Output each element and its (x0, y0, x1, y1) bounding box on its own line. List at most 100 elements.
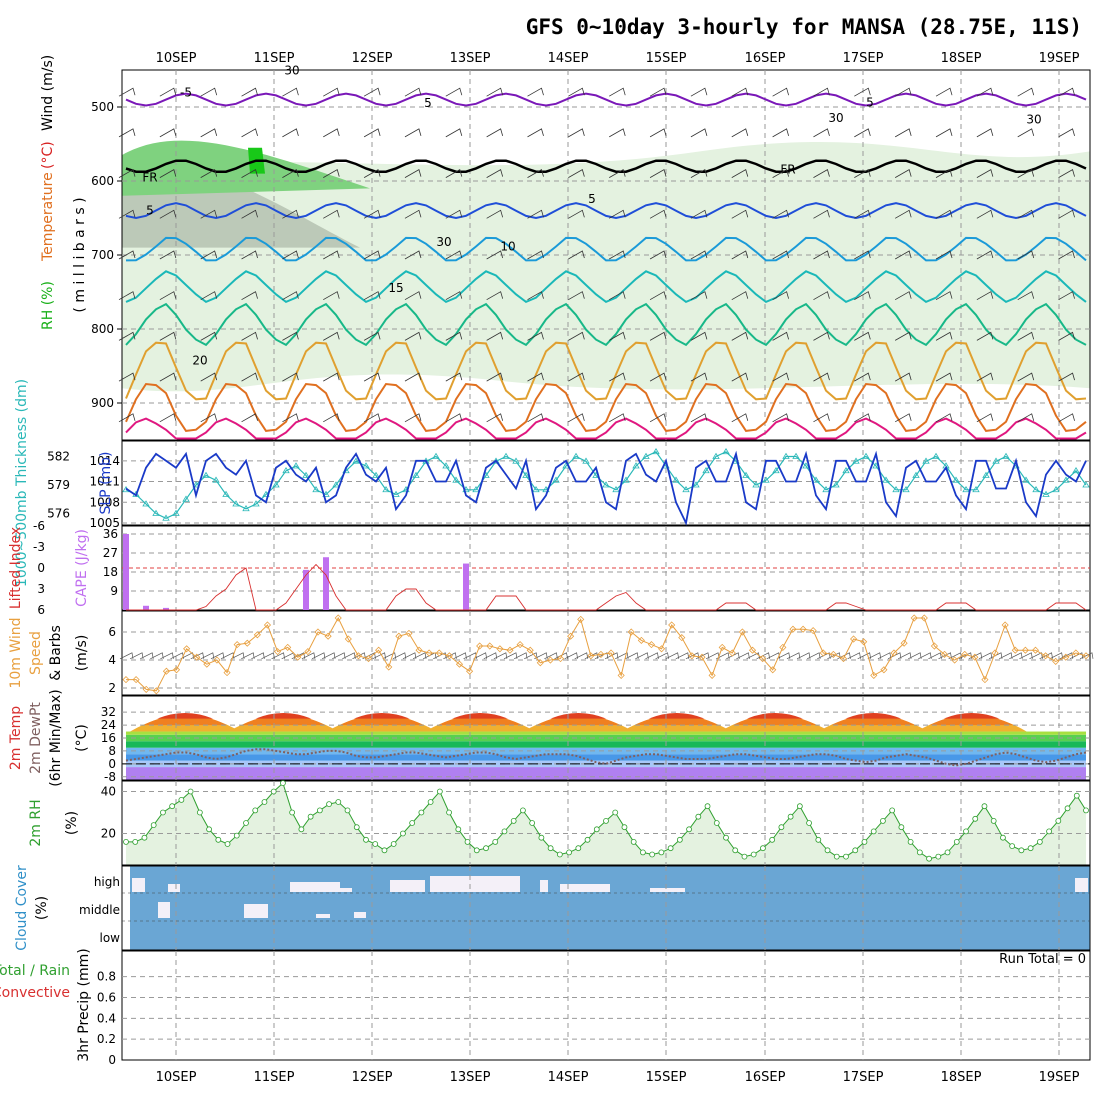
rh-marker (787, 813, 794, 820)
thickness-marker (682, 485, 690, 493)
rh-marker (861, 839, 868, 845)
wind-barb (649, 331, 667, 341)
slp-tick-label: 1014 (89, 454, 120, 468)
wind-speed-marker (1062, 653, 1070, 661)
wind-speed-marker (850, 635, 858, 643)
wind-barb (159, 87, 177, 97)
temp-band (126, 754, 1086, 761)
rh-marker (926, 855, 932, 862)
temp-band (126, 731, 1086, 735)
cloud-gap (340, 888, 352, 892)
rh-marker (593, 826, 600, 833)
rh-marker (1064, 805, 1071, 812)
bottom-date-axis: 10SEP 11SEP 12SEP 13SEP 14SEP 15SEP 16SEP 17SEP… (156, 1070, 1080, 1085)
wind-barb-10m (978, 652, 993, 660)
wind-barb (609, 291, 626, 301)
wind-barb-10m (200, 652, 215, 660)
wind-barb (854, 209, 871, 219)
wind-barb (323, 331, 340, 341)
rh-marker (316, 807, 323, 814)
wind-barb (486, 168, 504, 178)
cloud-cover-panel: high middle low Cloud Cover (%) (14, 865, 1091, 951)
wind-barb (282, 331, 299, 341)
contour-label: 10 (500, 240, 515, 254)
wind-barb (649, 128, 667, 138)
thickness-marker (172, 509, 180, 516)
wind-barb (1017, 250, 1035, 260)
wind-barb (976, 250, 994, 260)
rh-marker (196, 809, 203, 816)
cloud-gap (560, 884, 610, 892)
cape-tick-label: 36 (103, 527, 118, 541)
wind-barb (200, 372, 218, 382)
temp-hump-top (353, 712, 410, 719)
wind-speed-marker (1072, 649, 1080, 657)
wind-barb-10m (271, 652, 285, 660)
wind-barb (772, 331, 790, 341)
wind-speed-marker (395, 632, 403, 640)
isotherm-line (125, 302, 1087, 347)
thickness-marker (302, 471, 310, 478)
wind-barb (854, 413, 871, 423)
rh-marker (630, 839, 637, 845)
wind-speed-marker (274, 648, 282, 656)
wind-barb (1017, 87, 1035, 97)
minmax-ylabel: (6hr Min/Max) (48, 689, 64, 786)
wind-speed-marker (324, 632, 332, 640)
wind-barb-10m (564, 652, 578, 660)
wind-barb (568, 291, 585, 301)
wind-barb (609, 413, 626, 423)
slp-label: SLP (mb) (98, 451, 114, 514)
contour-label: 30 (1026, 112, 1041, 126)
wind-barb (609, 331, 626, 341)
cloud-gap (1075, 878, 1088, 892)
wind-barb (363, 250, 381, 260)
lifted-index-line (126, 563, 1087, 611)
wind-speed-marker (243, 639, 251, 647)
wind-barb (323, 87, 340, 97)
rh-marker (953, 839, 960, 845)
wind-barb (200, 413, 218, 423)
wind-speed-marker (839, 655, 848, 663)
wind-barb (363, 372, 381, 382)
thickness-marker (242, 504, 250, 512)
precip-panel: Run Total = 0 0 0.2 0.4 0.6 0.8 Total / Rain C… (0, 948, 1091, 1067)
wind-barb-10m (655, 652, 669, 660)
wind-barb-10m (1019, 652, 1033, 660)
rh-marker (492, 839, 499, 845)
thickness-marker (202, 471, 210, 478)
wind-barb-10m (928, 652, 942, 660)
wind-speed-marker (516, 641, 524, 649)
cloud-gap-mid (354, 912, 366, 918)
wind-speed-marker (991, 649, 999, 657)
wind-barb (486, 128, 504, 138)
wind-barb (894, 413, 912, 423)
wind-speed-marker (688, 652, 696, 660)
wind-barb (690, 413, 708, 423)
wind-barb-10m (342, 652, 356, 660)
precip-tick-label: 0.2 (97, 1032, 116, 1046)
rh-shading-green (122, 140, 370, 196)
wind-barb-10m (150, 652, 164, 660)
contour-label: 30 (828, 111, 843, 125)
wind-speed-marker (223, 669, 231, 677)
temp-unit-ylabel: (°C) (74, 724, 90, 752)
rh-marker (833, 853, 840, 860)
wind-barb (241, 128, 258, 138)
wind-barb-10m (220, 652, 235, 660)
bottom-date-label: 10SEP (156, 1070, 197, 1085)
wind-speed-marker (961, 650, 969, 658)
wind-barb-10m (665, 652, 680, 660)
cape-bar (143, 605, 149, 610)
wind-barb (976, 209, 994, 219)
dewpoint-line (125, 748, 1087, 767)
wind-barb (1017, 372, 1035, 382)
rh-marker (252, 807, 259, 814)
thickness-marker (892, 485, 900, 493)
wind-speed-marker (748, 646, 757, 654)
cloud-gap-mid (244, 904, 268, 918)
thickness-label: 1000~500mb Thickness (dm) (14, 379, 30, 587)
wind-barb (854, 291, 871, 301)
wind-barb-10m (645, 652, 659, 660)
